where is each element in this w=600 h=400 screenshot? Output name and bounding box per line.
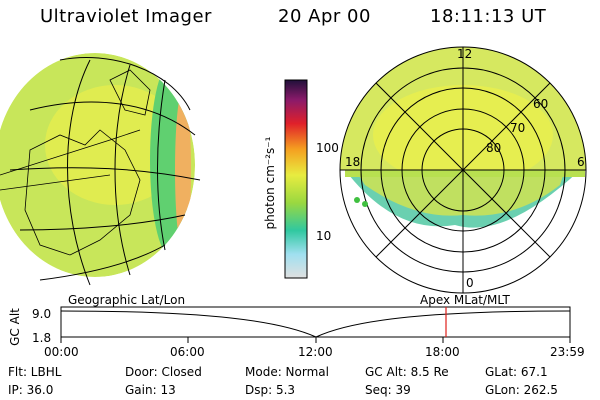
mode-info: Mode: Normal <box>245 365 329 379</box>
instrument-title: Ultraviolet Imager <box>40 6 212 27</box>
time-label: 18:11:13 UT <box>430 6 547 27</box>
mlt-label-18: 18 <box>345 155 361 169</box>
colorbar-tick-100: 100 <box>316 141 339 155</box>
polar-mlt-plot <box>339 46 587 294</box>
glat-info: GLat: 67.1 <box>485 365 548 379</box>
dsp-info: Dsp: 5.3 <box>245 383 296 397</box>
timeline-right-label: Apex MLat/MLT <box>420 293 510 307</box>
color-scale-bar <box>284 79 308 279</box>
gain-info: Gain: 13 <box>125 383 176 397</box>
timeline-xtick-2359: 23:59 <box>550 345 585 359</box>
gc-alt-info: GC Alt: 8.5 Re <box>365 365 449 379</box>
lat-label-70: 70 <box>510 121 526 135</box>
timeline-xtick-0000: 00:00 <box>44 345 79 359</box>
colorbar-unit-label: photon cm⁻²s⁻¹ <box>263 136 277 230</box>
lat-label-80: 80 <box>486 141 502 155</box>
timeline-xtick-1200: 12:00 <box>298 345 333 359</box>
mlt-label-0: 0 <box>466 276 474 290</box>
timeline-ytick-low: 1.8 <box>32 331 52 345</box>
ip-info: IP: 36.0 <box>8 383 54 397</box>
door-info: Door: Closed <box>125 365 202 379</box>
altitude-timeline-plot <box>60 306 571 343</box>
geographic-globe-image <box>0 53 201 286</box>
mlt-label-12: 12 <box>457 47 473 61</box>
timeline-ytick-high: 9.0 <box>32 307 52 321</box>
timeline-axis-title: GC Alt <box>7 308 22 346</box>
timeline-xtick-0600: 06:00 <box>170 345 205 359</box>
glon-info: GLon: 262.5 <box>485 383 558 397</box>
mlt-label-6: 6 <box>577 155 585 169</box>
lat-label-60: 60 <box>533 97 549 111</box>
seq-info: Seq: 39 <box>365 383 411 397</box>
date-label: 20 Apr 00 <box>278 6 371 27</box>
timeline-left-label: Geographic Lat/Lon <box>68 293 186 307</box>
timeline-xtick-1800: 18:00 <box>425 345 460 359</box>
filter-info: Flt: LBHL <box>8 365 62 379</box>
colorbar-tick-10: 10 <box>316 229 332 243</box>
